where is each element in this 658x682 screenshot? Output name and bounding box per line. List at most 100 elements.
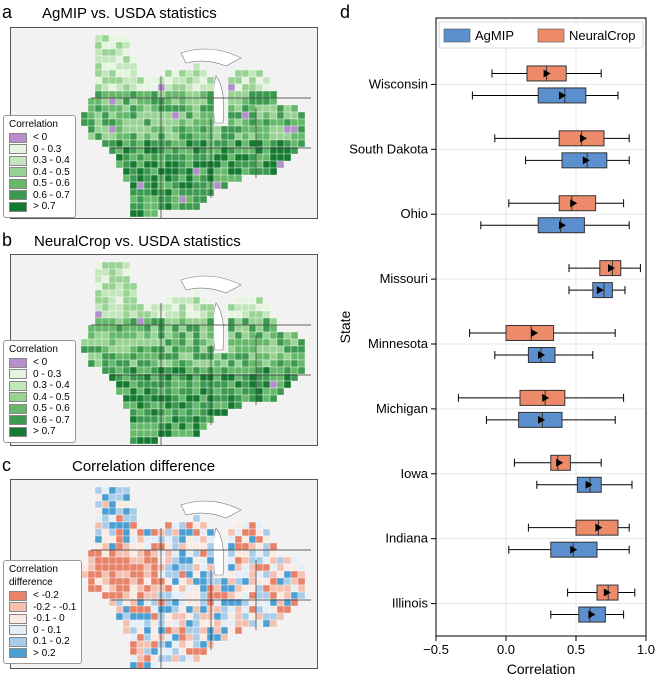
box-neuralcrop-minnesota — [469, 325, 616, 341]
panel-letter-b: b — [2, 230, 13, 250]
box-neuralcrop-south-dakota — [494, 130, 630, 147]
box-neuralcrop-iowa — [513, 454, 602, 471]
legend-title-line1: Correlation — [9, 564, 58, 575]
legend-title-line2: difference — [9, 577, 53, 588]
panel-title-a: AgMIP vs. USDA statistics — [42, 5, 217, 22]
box-agmip-missouri — [568, 282, 626, 299]
panel-letter-c: c — [2, 455, 11, 475]
legend-item: 0.6 - 0.7 — [9, 190, 70, 202]
legend-label: 0.1 - 0.2 — [33, 636, 70, 648]
x-tick-label: 1.0 — [637, 642, 655, 657]
legend-label: < 0 — [33, 357, 48, 369]
legend-item: < 0 — [9, 132, 70, 144]
legend-item: 0 - 0.3 — [9, 144, 70, 156]
legend-label: < 0 — [33, 132, 48, 144]
legend-difference: Correlation difference < -0.2 -0.2 - -0.1… — [3, 560, 83, 664]
box-agmip-wisconsin — [471, 87, 619, 104]
box-agmip-south-dakota — [525, 152, 630, 169]
box-agmip-illinois — [550, 606, 625, 623]
legend-label: 0 - 0.1 — [33, 624, 62, 636]
legend-swatch — [9, 426, 27, 437]
legend-item: 0.5 - 0.6 — [9, 403, 70, 415]
legend-label: > 0.7 — [33, 201, 56, 213]
legend-item: > 0.2 — [9, 648, 76, 660]
legend-swatch-agmip — [443, 28, 471, 43]
legend-swatch — [9, 167, 27, 178]
legend-label: 0.6 - 0.7 — [33, 414, 70, 426]
map-neuralcrop-svg — [80, 261, 311, 445]
legend-item: > 0.7 — [9, 201, 70, 213]
legend-item: 0.4 - 0.5 — [9, 167, 70, 179]
box-neuralcrop-wisconsin — [491, 65, 602, 82]
legend-label: 0 - 0.3 — [33, 368, 62, 380]
legend-item: < -0.2 — [9, 590, 76, 602]
y-tick-label: Indiana — [385, 531, 428, 546]
legend-swatch — [9, 357, 27, 368]
legend-swatch — [9, 625, 27, 636]
legend-item: 0.3 - 0.4 — [9, 155, 70, 167]
legend-item: 0.6 - 0.7 — [9, 415, 70, 427]
legend-item: -0.1 - 0 — [9, 613, 76, 625]
chart-legend: AgMIP NeuralCrop — [438, 21, 644, 49]
legend-item: 0.4 - 0.5 — [9, 392, 70, 404]
legend-swatch — [9, 144, 27, 155]
y-axis-label: State — [337, 310, 353, 343]
legend-swatch — [9, 190, 27, 201]
x-tick-label: 0.5 — [567, 642, 585, 657]
box-agmip-iowa — [536, 476, 633, 493]
legend-swatch — [9, 403, 27, 414]
legend-swatch — [9, 636, 27, 647]
legend-swatch — [9, 380, 27, 391]
legend-swatch — [9, 648, 27, 659]
y-tick-label: Illinois — [392, 596, 429, 611]
legend-item: 0 - 0.3 — [9, 369, 70, 381]
legend-label: 0.3 - 0.4 — [33, 380, 70, 392]
y-tick-label: Missouri — [380, 271, 429, 286]
legend-swatch — [9, 201, 27, 212]
legend-swatch — [9, 602, 27, 613]
panel-title-b: NeuralCrop vs. USDA statistics — [34, 233, 241, 250]
legend-item: 0.1 - 0.2 — [9, 636, 76, 648]
legend-label: < -0.2 — [33, 590, 59, 602]
box-agmip-indiana — [508, 541, 630, 558]
legend-title: Correlation — [9, 119, 58, 130]
legend-label: 0.6 - 0.7 — [33, 189, 70, 201]
legend-label: > 0.2 — [33, 647, 56, 659]
legend-label: > 0.7 — [33, 426, 56, 438]
x-tick-label: 0.0 — [497, 642, 515, 657]
x-tick-label: −0.5 — [423, 642, 449, 657]
legend-label-neuralcrop: NeuralCrop — [569, 28, 635, 43]
y-tick-label: Iowa — [401, 466, 429, 481]
boxplot-chart: −0.5 0.0 0.5 1.0 Correlation State AgMIP Neural… — [337, 17, 655, 677]
legend-item: < 0 — [9, 357, 70, 369]
legend-swatch — [9, 178, 27, 189]
legend-item: 0 - 0.1 — [9, 625, 76, 637]
legend-item: -0.2 - -0.1 — [9, 602, 76, 614]
y-tick-label: Minnesota — [368, 336, 429, 351]
legend-label: 0.5 - 0.6 — [33, 403, 70, 415]
legend-label: 0.5 - 0.6 — [33, 178, 70, 190]
map-agmip-svg — [80, 34, 311, 218]
box-neuralcrop-indiana — [527, 519, 630, 536]
legend-item: 0.5 - 0.6 — [9, 178, 70, 190]
box-neuralcrop-missouri — [568, 260, 641, 277]
legend-label: 0.4 - 0.5 — [33, 391, 70, 403]
panel-title-c: Correlation difference — [72, 458, 216, 475]
legend-swatch-neuralcrop — [537, 28, 565, 43]
legend-label-agmip: AgMIP — [475, 28, 514, 43]
y-tick-label: Ohio — [401, 206, 428, 221]
legend-swatch — [9, 369, 27, 380]
legend-swatch — [9, 132, 27, 143]
box-agmip-michigan — [485, 411, 616, 428]
y-tick-label: Wisconsin — [369, 76, 428, 91]
map-agmip — [10, 27, 318, 219]
legend-item: 0.3 - 0.4 — [9, 380, 70, 392]
plot-frame — [435, 17, 647, 637]
legend-swatch — [9, 155, 27, 166]
y-tick-label: South Dakota — [349, 141, 429, 156]
legend-swatch — [9, 590, 27, 601]
box-neuralcrop-michigan — [457, 389, 625, 406]
legend-swatch — [9, 415, 27, 426]
